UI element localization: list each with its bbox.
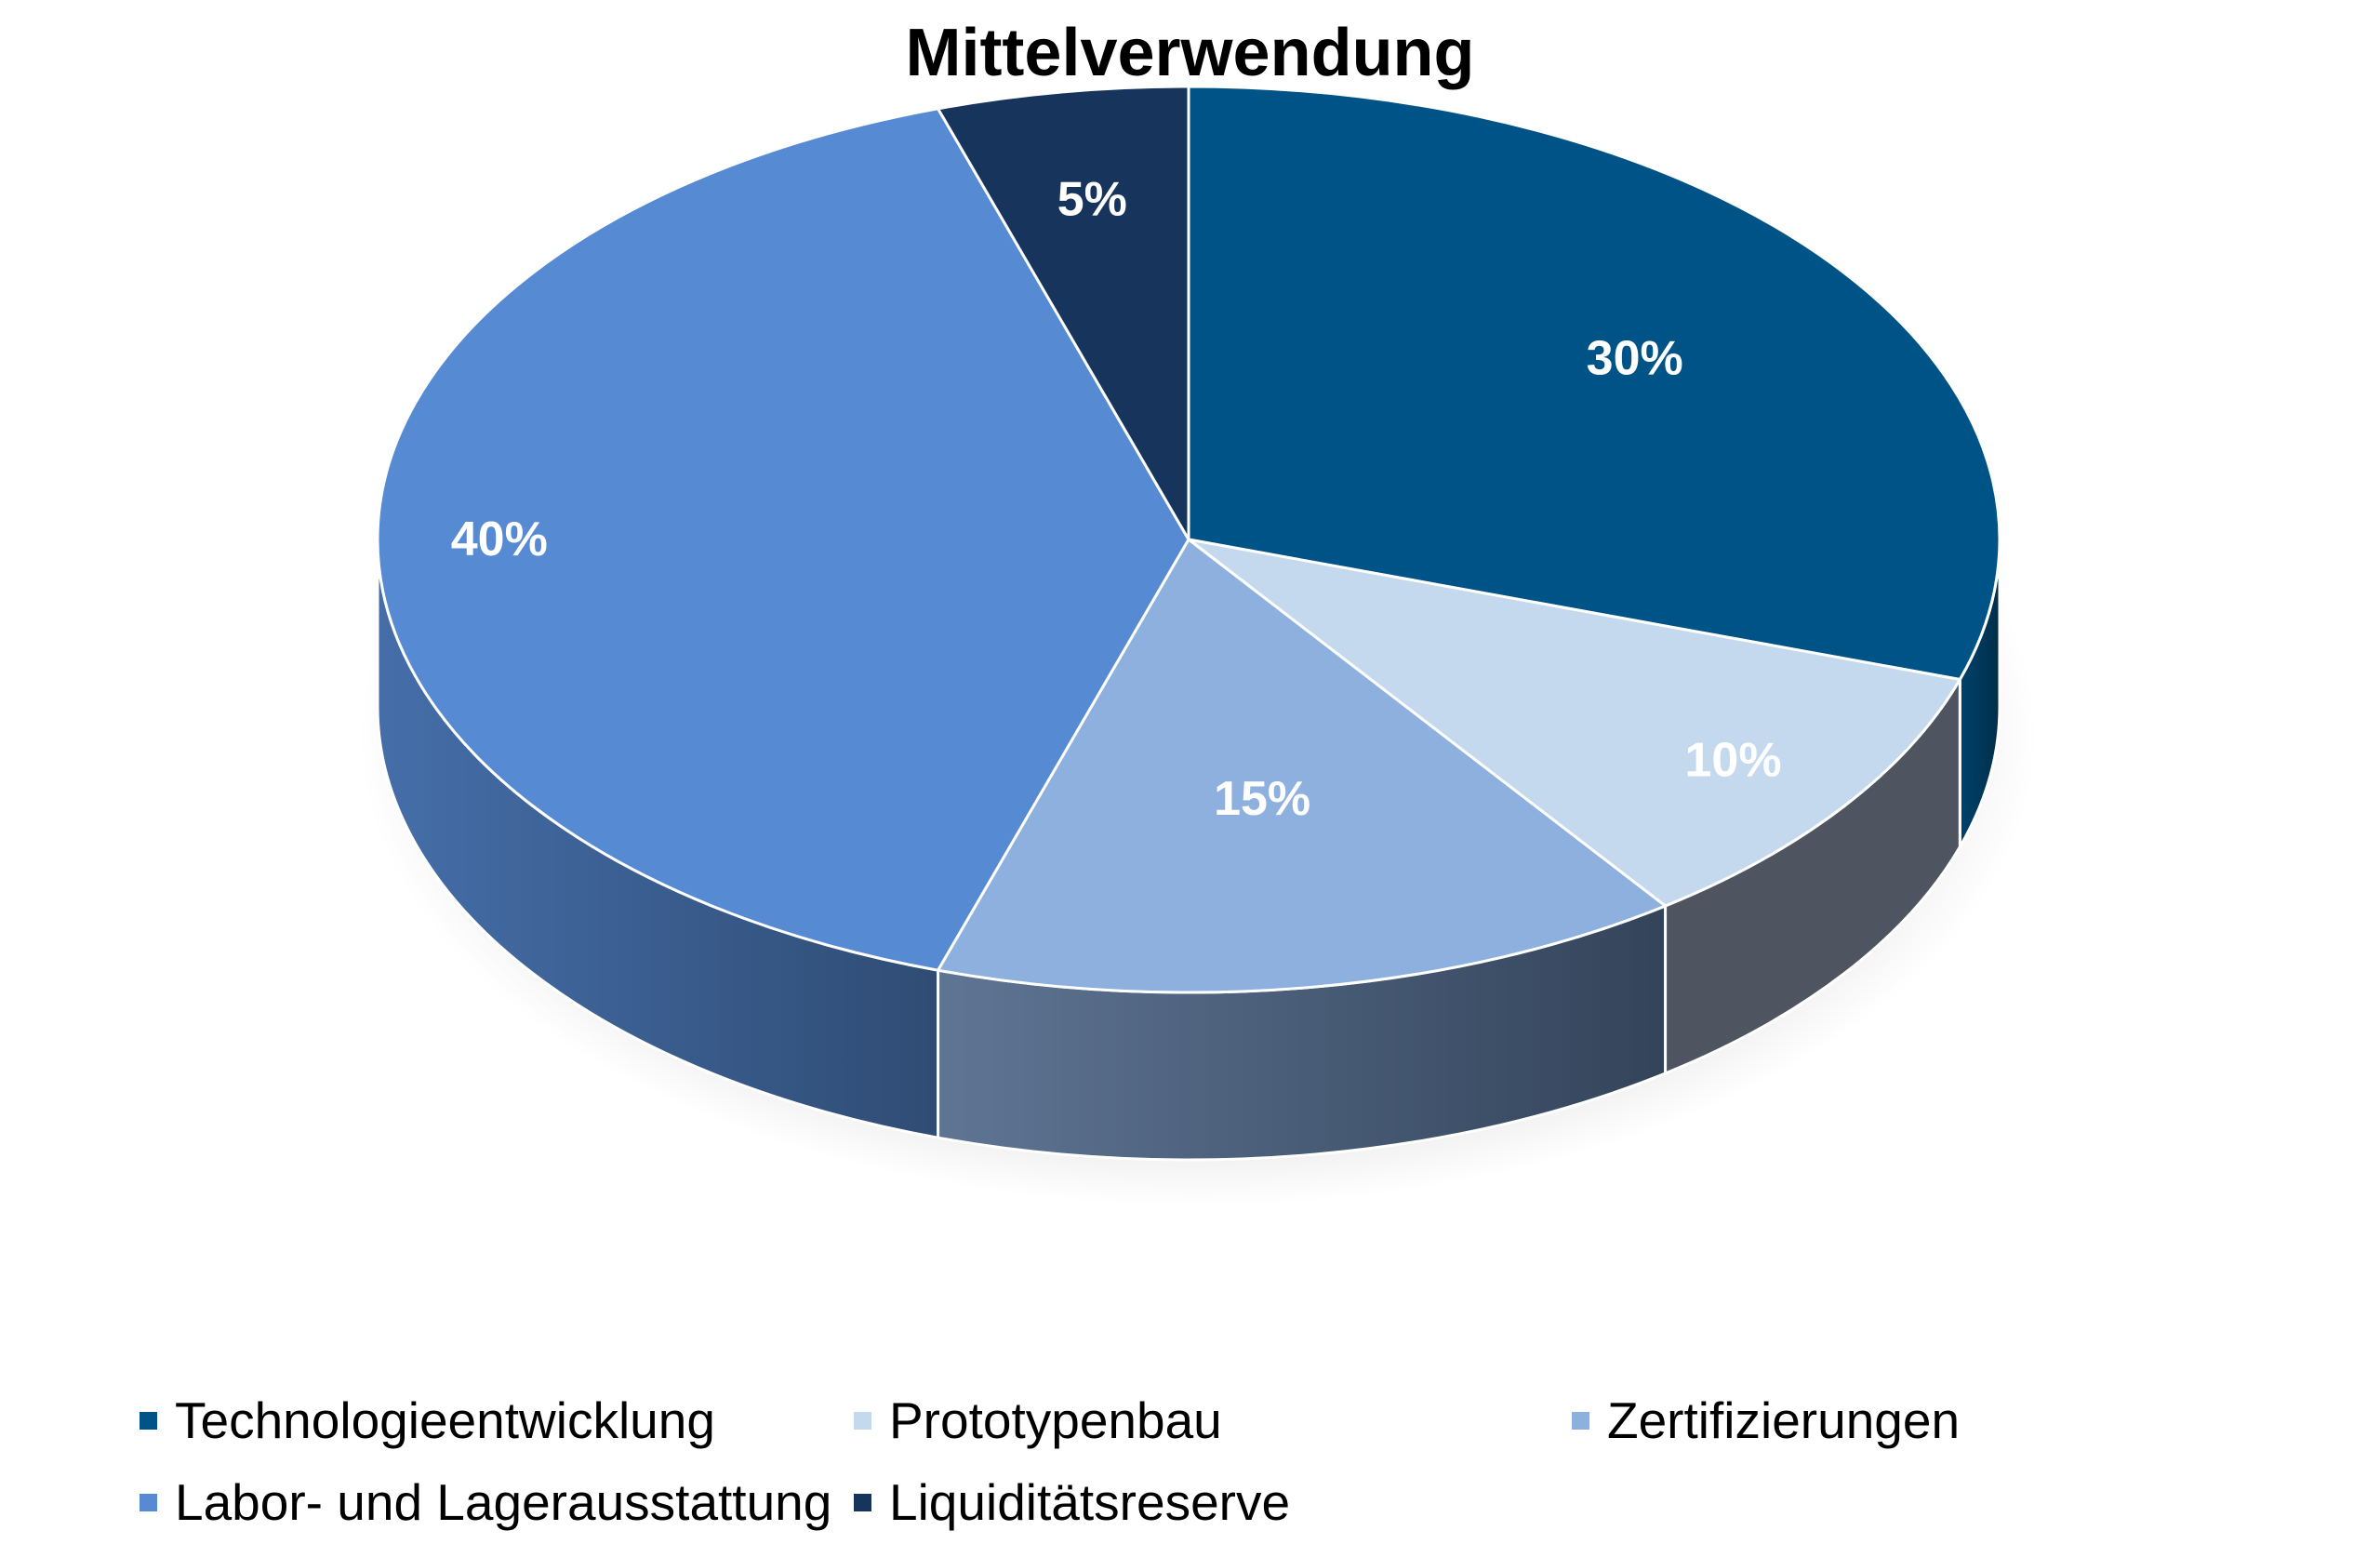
pie-slice-zertifizierungen: [937, 538, 1668, 994]
legend-item: Prototypenbau: [854, 1391, 1222, 1450]
legend-label: Labor- und Lagerausstattung: [175, 1473, 832, 1531]
pie-slice-technologieentwicklung: [1187, 85, 2001, 681]
data-label: 5%: [1057, 172, 1127, 226]
legend-item: Liquiditätsreserve: [854, 1472, 1290, 1532]
legend-item: Labor- und Lagerausstattung: [140, 1472, 831, 1532]
legend-swatch: [854, 1411, 871, 1430]
pie-slices: [376, 85, 2001, 994]
legend-label: Zertifizierungen: [1607, 1391, 1961, 1449]
pie-data-labels: 30% 10% 15% 40% 5%: [451, 172, 1782, 826]
data-label: 10%: [1684, 734, 1781, 788]
legend-swatch: [140, 1493, 157, 1511]
pie-slice-labor-und-lagerausstattung: [376, 107, 1190, 972]
legend-item: Zertifizierungen: [1572, 1391, 1960, 1450]
legend-swatch: [1572, 1411, 1589, 1430]
data-label: 15%: [1214, 772, 1310, 826]
pie-slice-liquidit-tsreserve: [937, 85, 1190, 541]
legend-swatch: [854, 1493, 871, 1511]
legend-label: Technologieentwicklung: [175, 1391, 715, 1449]
data-label: 30%: [1587, 331, 1683, 385]
chart-title: Mittelverwendung: [905, 16, 1475, 90]
pie-sides: [376, 538, 2001, 1162]
data-label: 40%: [451, 512, 548, 566]
legend-label: Liquiditätsreserve: [889, 1473, 1291, 1531]
pie-slice-prototypenbau: [1187, 538, 1961, 908]
legend-swatch: [140, 1411, 157, 1430]
legend-label: Prototypenbau: [889, 1391, 1222, 1449]
legend-item: Technologieentwicklung: [140, 1391, 715, 1450]
